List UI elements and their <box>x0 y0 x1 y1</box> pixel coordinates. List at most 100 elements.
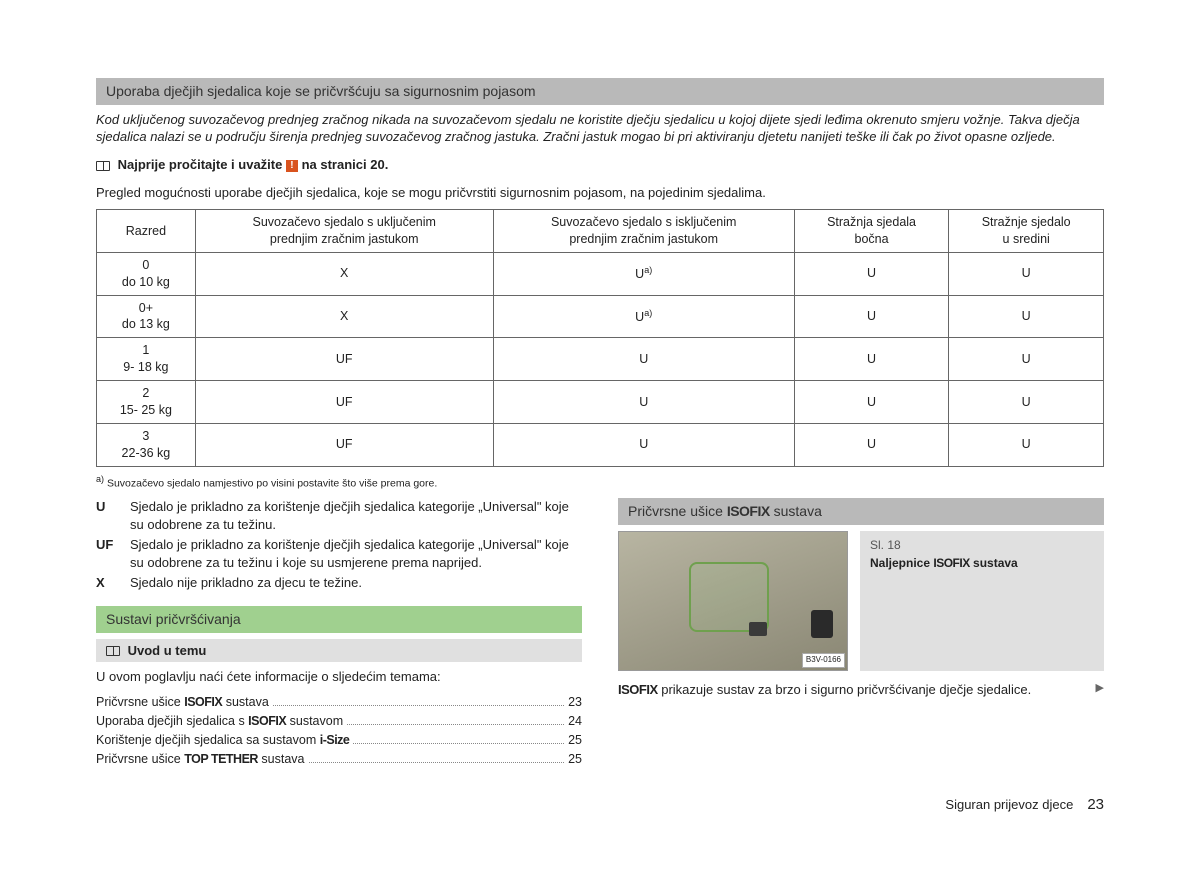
toc-dots <box>353 743 564 744</box>
cell-class: 0+do 13 kg <box>97 295 196 338</box>
child-seat-table: Razred Suvozačevo sjedalo s uključenim p… <box>96 209 1104 467</box>
read-first-pre: Najprije pročitajte i uvažite <box>118 157 283 172</box>
toc-dots <box>347 724 564 725</box>
footnote-mark: a) <box>96 474 104 484</box>
toc-row: Uporaba dječjih sjedalica s ISOFIX susta… <box>96 713 582 730</box>
table-row: 0do 10 kgXUa)UU <box>97 252 1104 295</box>
cell-rear-center: U <box>949 295 1104 338</box>
legend-row: X Sjedalo nije prikladno za djecu te tež… <box>96 574 582 592</box>
cell-front-off: U <box>493 338 794 381</box>
title-post: sustava <box>770 503 822 519</box>
subhead-text: Uvod u temu <box>128 643 207 658</box>
toc-label: Uporaba dječjih sjedalica s ISOFIX susta… <box>96 713 343 730</box>
toc-row: Pričvrsne ušice TOP TETHER sustava 25 <box>96 751 582 768</box>
cell-front-off: U <box>493 423 794 466</box>
cell-front-on: UF <box>195 423 493 466</box>
footer-section: Siguran prijevoz djece <box>945 796 1073 814</box>
toc-intro: U ovom poglavlju naći ćete informacije o… <box>96 668 582 686</box>
figure-image: B3V-0166 <box>618 531 848 671</box>
th-class: Razred <box>97 210 196 253</box>
section-header-seatbelt: Uporaba dječjih sjedalica koje se pričvr… <box>96 78 1104 105</box>
footnote-text: Suvozačevo sjedalo namjestivo po visini … <box>107 477 437 489</box>
table-row: 215- 25 kgUFUUU <box>97 381 1104 424</box>
legend-text-uf: Sjedalo je prikladno za korištenje dječj… <box>130 536 582 571</box>
right-column: Pričvrsne ušice ISOFIX sustava B3V-0166 … <box>618 498 1104 769</box>
toc-page: 24 <box>568 713 582 730</box>
cell-rear-center: U <box>949 423 1104 466</box>
th-text: Stražnja sjedala <box>827 215 916 229</box>
left-column: U Sjedalo je prikladno za korištenje dje… <box>96 498 582 769</box>
figure-code: B3V-0166 <box>802 653 845 668</box>
toc-page: 23 <box>568 694 582 711</box>
th-front-off: Suvozačevo sjedalo s isključenim prednji… <box>493 210 794 253</box>
body-post: prikazuje sustav za brzo i sigurno pričv… <box>658 682 1032 697</box>
book-icon <box>106 646 120 656</box>
two-column-layout: U Sjedalo je prikladno za korištenje dje… <box>96 498 1104 769</box>
cell-class: 322-36 kg <box>97 423 196 466</box>
legend-text-u: Sjedalo je prikladno za korištenje dječj… <box>130 498 582 533</box>
section-subhead-intro: Uvod u temu <box>96 639 582 663</box>
section-header-isofix: Pričvrsne ušice ISOFIX sustava <box>618 498 1104 525</box>
th-text: Suvozačevo sjedalo s uključenim <box>253 215 436 229</box>
read-first-post: na stranici 20. <box>302 157 389 172</box>
table-row: 0+do 13 kgXUa)UU <box>97 295 1104 338</box>
toc-label: Pričvrsne ušice ISOFIX sustava <box>96 694 269 711</box>
th-text: Stražnje sjedalo <box>982 215 1071 229</box>
caption-pre: Naljepnice <box>870 556 933 570</box>
continuation-arrow-icon: ▶ <box>1096 681 1104 696</box>
figure-latch-icon <box>811 610 833 638</box>
warning-icon: ! <box>286 160 298 172</box>
toc-row: Pričvrsne ušice ISOFIX sustava 23 <box>96 694 582 711</box>
table-row: 322-36 kgUFUUU <box>97 423 1104 466</box>
th-text: bočna <box>855 232 889 246</box>
cell-rear-side: U <box>794 295 949 338</box>
cell-class: 19- 18 kg <box>97 338 196 381</box>
isofix-body: ISOFIX prikazuje sustav za brzo i sigurn… <box>618 681 1104 699</box>
page-footer: Siguran prijevoz djece 23 <box>96 795 1104 815</box>
toc-block: Pričvrsne ušice ISOFIX sustava 23 Uporaba … <box>96 694 582 768</box>
cell-rear-center: U <box>949 252 1104 295</box>
th-rear-side: Stražnja sjedala bočna <box>794 210 949 253</box>
isofix-word: ISOFIX <box>933 556 969 570</box>
legend-block: U Sjedalo je prikladno za korištenje dje… <box>96 498 582 592</box>
cell-class: 215- 25 kg <box>97 381 196 424</box>
th-text: Suvozačevo sjedalo s isključenim <box>551 215 737 229</box>
figure-number: Sl. 18 <box>870 537 1094 553</box>
cell-rear-side: U <box>794 381 949 424</box>
cell-class: 0do 10 kg <box>97 252 196 295</box>
legend-text-x: Sjedalo nije prikladno za djecu te težin… <box>130 574 362 592</box>
toc-label: Pričvrsne ušice TOP TETHER sustava <box>96 751 305 768</box>
cell-front-off: Ua) <box>493 252 794 295</box>
cell-front-on: X <box>195 295 493 338</box>
legend-row: UF Sjedalo je prikladno za korištenje dj… <box>96 536 582 571</box>
figure-caption: Sl. 18 Naljepnice ISOFIX sustava <box>860 531 1104 671</box>
figure-caption-text: Naljepnice ISOFIX sustava <box>870 555 1094 571</box>
footer-page-number: 23 <box>1087 795 1104 815</box>
toc-dots <box>309 762 565 763</box>
table-footnote: a) Suvozačevo sjedalo namjestivo po visi… <box>96 473 1104 491</box>
cell-front-on: UF <box>195 338 493 381</box>
toc-page: 25 <box>568 751 582 768</box>
cell-rear-side: U <box>794 338 949 381</box>
legend-key-uf: UF <box>96 536 130 571</box>
warning-paragraph: Kod uključenog suvozačevog prednjeg zrač… <box>96 111 1104 146</box>
th-text: u sredini <box>1003 232 1050 246</box>
cell-front-on: UF <box>195 381 493 424</box>
legend-key-u: U <box>96 498 130 533</box>
cell-front-off: Ua) <box>493 295 794 338</box>
book-icon <box>96 161 110 171</box>
table-header-row: Razred Suvozačevo sjedalo s uključenim p… <box>97 210 1104 253</box>
figure-latch-icon <box>749 622 767 636</box>
toc-page: 25 <box>568 732 582 749</box>
table-row: 19- 18 kgUFUUU <box>97 338 1104 381</box>
caption-post: sustava <box>970 556 1018 570</box>
toc-row: Korištenje dječjih sjedalica sa sustavom… <box>96 732 582 749</box>
th-front-on: Suvozačevo sjedalo s uključenim prednjim… <box>195 210 493 253</box>
legend-key-x: X <box>96 574 130 592</box>
cell-front-off: U <box>493 381 794 424</box>
th-text: prednjim zračnim jastukom <box>270 232 419 246</box>
isofix-word: ISOFIX <box>727 503 770 519</box>
cell-rear-center: U <box>949 381 1104 424</box>
legend-row: U Sjedalo je prikladno za korištenje dje… <box>96 498 582 533</box>
cell-rear-side: U <box>794 423 949 466</box>
